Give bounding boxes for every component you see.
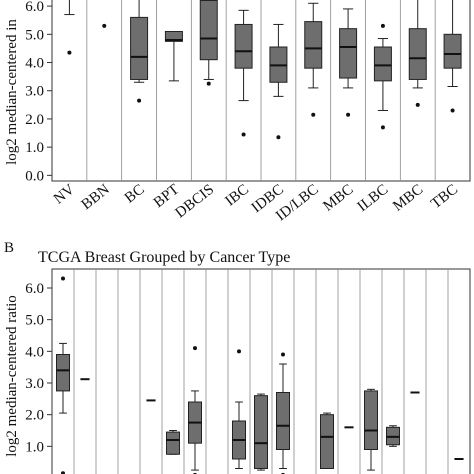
box-5 — [166, 430, 180, 455]
y-tick-label: 3.0 — [25, 376, 44, 392]
box-iqr — [408, 28, 427, 80]
outlier-point — [61, 276, 65, 281]
box-4 — [199, 0, 218, 86]
outlier-point — [237, 349, 241, 354]
panel-a-column-dividers — [86, 0, 436, 181]
box-9 — [254, 393, 268, 471]
box-8 — [339, 8, 358, 117]
box-2 — [130, 0, 149, 103]
panel-a: log2 median-centered in 0.0 1.0 2.0 3.0 4.0 5… — [4, 0, 471, 224]
box-iqr — [166, 431, 180, 455]
box-iqr — [373, 46, 392, 82]
box-5 — [234, 9, 253, 137]
x-tick-label: TBC — [428, 182, 461, 213]
outlier-point — [346, 112, 351, 117]
panel-b-label: B — [4, 240, 14, 256]
panel-a-boxes — [64, 0, 462, 140]
x-tick-label: DBCIS — [173, 182, 218, 222]
outlier-point — [450, 108, 455, 113]
panel-b-plot-frame — [51, 268, 471, 474]
outlier-point — [380, 23, 385, 28]
outlier-point — [276, 135, 281, 140]
panel-b-y-axis-label: log2 median-centered ratio — [4, 295, 20, 457]
panel-b-column-dividers — [73, 269, 449, 474]
x-tick-label: MBC — [320, 182, 356, 215]
x-tick-label: IBC — [222, 182, 252, 210]
panel-b-boxes — [56, 276, 464, 474]
box-11 — [443, 0, 462, 113]
x-tick-label: MBC — [390, 182, 426, 215]
outlier-point — [67, 50, 72, 55]
y-tick-label: 5.0 — [25, 313, 44, 329]
box-6 — [269, 23, 288, 140]
x-tick-label: NV — [51, 181, 78, 207]
outlier-point — [193, 346, 197, 351]
outlier-point — [281, 352, 285, 357]
box-7 — [304, 2, 323, 117]
box-14 — [364, 388, 378, 471]
y-tick-label: 4.0 — [25, 56, 44, 72]
outlier-point — [206, 81, 211, 86]
y-tick-label: 6.0 — [25, 281, 44, 297]
box-0 — [64, 0, 75, 55]
box-0 — [56, 276, 70, 474]
box-iqr — [320, 414, 334, 469]
box-iqr — [164, 30, 183, 42]
y-tick-label: 3.0 — [25, 84, 44, 100]
outlier-point — [415, 102, 420, 107]
outlier-point — [137, 98, 142, 103]
y-tick-label: 4.0 — [25, 344, 44, 360]
box-10 — [276, 352, 290, 474]
box-iqr — [234, 23, 253, 69]
box-iqr — [339, 28, 358, 79]
box-6 — [188, 346, 202, 474]
panel-a-y-axis-label: log2 median-centered in — [4, 19, 20, 165]
outlier-point — [380, 125, 385, 130]
outlier-point — [61, 471, 65, 474]
box-8 — [232, 349, 246, 469]
box-iqr — [199, 0, 218, 61]
panel-a-y-ticks: 0.0 1.0 2.0 3.0 4.0 5.0 6.0 — [25, 0, 52, 184]
box-iqr — [56, 354, 70, 392]
y-tick-label: 2.0 — [25, 408, 44, 424]
x-tick-label: BC — [122, 182, 148, 207]
outlier-point — [311, 112, 316, 117]
box-iqr — [304, 21, 323, 69]
box-iqr — [364, 390, 378, 450]
x-tick-label: ILBC — [355, 182, 392, 216]
box-12 — [320, 412, 334, 469]
box-iqr — [443, 33, 462, 69]
panel-b-y-ticks: 1.0 2.0 3.0 4.0 5.0 6.0 — [25, 281, 52, 455]
box-10 — [408, 0, 427, 107]
x-tick-label: BBN — [79, 181, 113, 213]
box-1 — [102, 23, 107, 28]
box-15 — [386, 425, 400, 447]
box-iqr — [254, 395, 268, 469]
box-9 — [373, 23, 392, 130]
y-tick-label: 1.0 — [25, 140, 44, 156]
panel-b: B TCGA Breast Grouped by Cancer Type log… — [4, 240, 471, 474]
box-iqr — [276, 392, 290, 450]
outlier-point — [102, 23, 107, 28]
y-tick-label: 5.0 — [25, 27, 44, 43]
y-tick-label: 6.0 — [25, 0, 44, 15]
box-iqr — [130, 16, 149, 80]
box-3 — [164, 30, 183, 82]
outlier-point — [241, 132, 246, 137]
y-tick-label: 2.0 — [25, 112, 44, 128]
y-tick-label: 1.0 — [25, 439, 44, 455]
y-tick-label: 0.0 — [25, 168, 44, 184]
panel-b-title: TCGA Breast Grouped by Cancer Type — [38, 249, 290, 266]
